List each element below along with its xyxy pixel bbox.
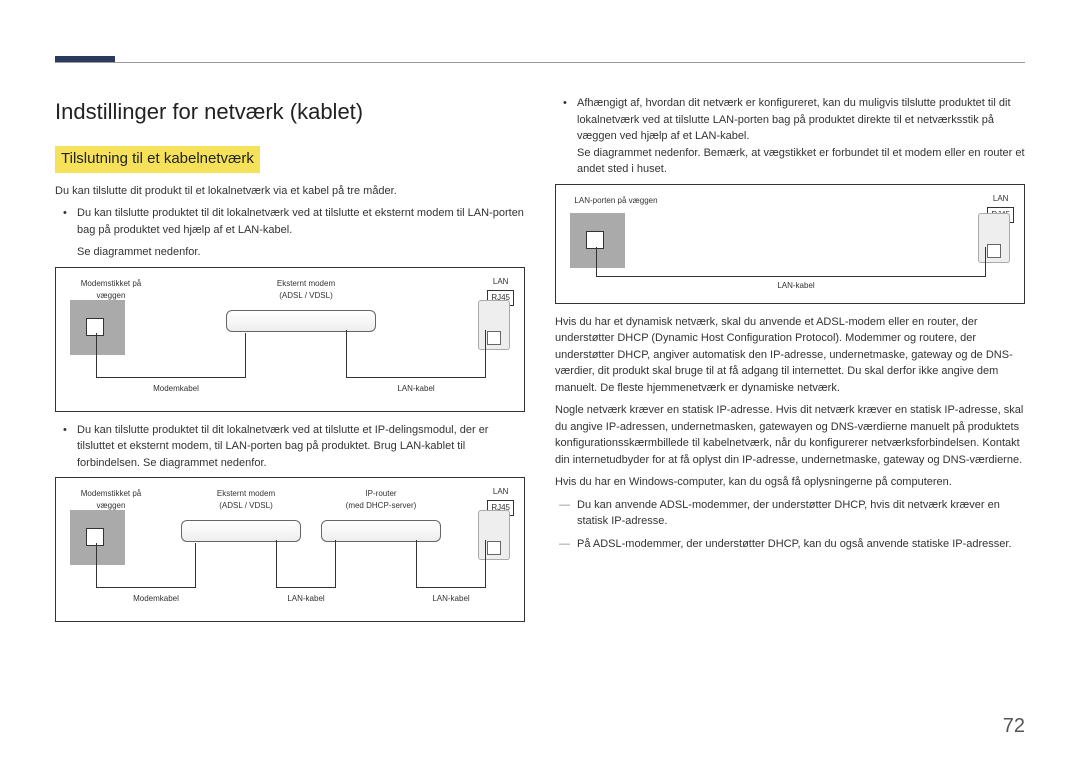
- dhcp-paragraph: Hvis du har et dynamisk netværk, skal du…: [555, 314, 1025, 397]
- footnote-1: Du kan anvende ADSL-modemmer, der unders…: [555, 497, 1025, 530]
- top-accent-bar: [55, 56, 115, 62]
- top-divider: [55, 62, 1025, 63]
- cable-1: [596, 247, 986, 277]
- list-item: Du kan tilslutte produktet til dit lokal…: [77, 205, 525, 238]
- list-item: Afhængigt af, hvordan dit netværk er kon…: [577, 95, 1025, 178]
- wall-label: LAN-porten på væggen: [566, 195, 666, 207]
- intro-text: Du kan tilslutte dit produkt til et loka…: [55, 183, 525, 200]
- section-heading: Tilslutning til et kabelnetværk: [55, 146, 260, 173]
- router-label: IP-router (med DHCP-server): [331, 488, 431, 512]
- cable-3: [416, 540, 486, 588]
- modem-device: [181, 520, 301, 542]
- wall-label: Modemstikket på væggen: [66, 488, 156, 512]
- cable1-label: Modemkabel: [136, 383, 216, 395]
- page-number: 72: [1003, 715, 1025, 738]
- wall-label: Modemstikket på væggen: [66, 278, 156, 302]
- cable3-label: LAN-kabel: [411, 593, 491, 605]
- cable1-label: LAN-kabel: [756, 280, 836, 292]
- router-device: [321, 520, 441, 542]
- cable-2: [276, 540, 336, 588]
- bullet-list-2: Du kan tilslutte produktet til dit lokal…: [55, 422, 525, 472]
- see-diagram-note: Se diagrammet nedenfor.: [55, 244, 525, 261]
- windows-note: Hvis du har en Windows-computer, kan du …: [555, 474, 1025, 491]
- left-column: Indstillinger for netværk (kablet) Tilsl…: [55, 95, 525, 632]
- modem-label: Eksternt modem (ADSL / VDSL): [256, 278, 356, 302]
- static-ip-paragraph: Nogle netværk kræver en statisk IP-adres…: [555, 402, 1025, 468]
- cable-1: [96, 543, 196, 588]
- diagram-wall-direct: LAN-porten på væggen LAN RJ45 LAN-kabel: [555, 184, 1025, 304]
- cable-1: [96, 333, 246, 378]
- cable2-label: LAN-kabel: [266, 593, 346, 605]
- modem-label: Eksternt modem (ADSL / VDSL): [196, 488, 296, 512]
- right-column: Afhængigt af, hvordan dit netværk er kon…: [555, 95, 1025, 632]
- bullet-list: Du kan tilslutte produktet til dit lokal…: [55, 205, 525, 238]
- cable1-label: Modemkabel: [116, 593, 196, 605]
- page-title: Indstillinger for netværk (kablet): [55, 95, 525, 128]
- footnote-2: På ADSL-modemmer, der understøtter DHCP,…: [555, 536, 1025, 553]
- cable2-label: LAN-kabel: [376, 383, 456, 395]
- modem-device: [226, 310, 376, 332]
- list-item: Du kan tilslutte produktet til dit lokal…: [77, 422, 525, 472]
- diagram-modem: Modemstikket på væggen Eksternt modem (A…: [55, 267, 525, 412]
- cable-2: [346, 330, 486, 378]
- diagram-router: Modemstikket på væggen Eksternt modem (A…: [55, 477, 525, 622]
- bullet-list-right: Afhængigt af, hvordan dit netværk er kon…: [555, 95, 1025, 178]
- content-columns: Indstillinger for netværk (kablet) Tilsl…: [55, 95, 1025, 632]
